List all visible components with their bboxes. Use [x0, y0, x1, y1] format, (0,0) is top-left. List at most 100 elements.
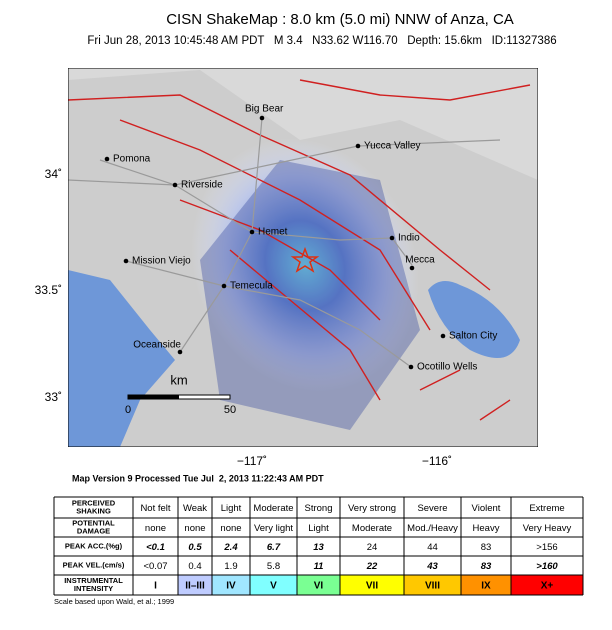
- cell: Light: [221, 503, 242, 514]
- cell: 83: [481, 561, 492, 572]
- cell: Heavy: [473, 523, 500, 534]
- row-label: INSTRUMENTAL: [64, 576, 123, 585]
- city-dot: [389, 235, 395, 241]
- lon-label: −117˚: [237, 454, 267, 468]
- cell: Violent: [472, 503, 501, 514]
- cell: 0.4: [188, 561, 201, 572]
- city-label: Riverside: [181, 180, 223, 191]
- cell: Strong: [305, 503, 333, 514]
- city-dot: [440, 333, 446, 339]
- scale-bar: km 0 50: [125, 372, 236, 415]
- cell: IX: [481, 581, 491, 592]
- city-dot: [355, 143, 361, 149]
- cell: Severe: [417, 503, 447, 514]
- row-label: PEAK VEL.(cm/s): [63, 560, 125, 569]
- city-label: Indio: [398, 233, 420, 244]
- cell: none: [184, 523, 205, 534]
- row-label: SHAKING: [76, 506, 111, 515]
- cell: 5.8: [267, 561, 280, 572]
- city-dot: [408, 364, 414, 370]
- cell: Light: [308, 523, 329, 534]
- intensity-color: [340, 575, 404, 595]
- city-label: Salton City: [449, 331, 497, 342]
- cell: <0.1: [146, 542, 165, 553]
- scale-tick: 0: [125, 404, 131, 416]
- footnote: Scale based upon Wald, et al.; 1999: [54, 597, 174, 606]
- cell: Not felt: [140, 503, 170, 514]
- lat-label: 33.5˚: [35, 283, 62, 297]
- cell: Very Heavy: [523, 523, 572, 534]
- cell: 6.7: [267, 542, 281, 553]
- title: CISN ShakeMap : 8.0 km (5.0 mi) NNW of A…: [166, 11, 514, 28]
- cell: II–III: [185, 581, 205, 592]
- intensity-color: [250, 575, 297, 595]
- city-dot: [172, 182, 178, 188]
- city-dot: [221, 283, 227, 289]
- row-label: POTENTIAL: [72, 518, 115, 527]
- cell: Very strong: [348, 503, 396, 514]
- city-label: Temecula: [230, 281, 273, 292]
- cell: 0.5: [188, 542, 202, 553]
- cell: none: [145, 523, 166, 534]
- cell: Moderate: [253, 503, 293, 514]
- city-dot: [104, 156, 110, 162]
- city-label: Hemet: [258, 227, 288, 238]
- cell: VI: [314, 581, 324, 592]
- cell: I: [154, 581, 157, 592]
- lat-label: 33˚: [45, 390, 62, 404]
- city-dot: [249, 229, 255, 235]
- cell: none: [220, 523, 241, 534]
- cell: 83: [481, 542, 492, 553]
- row-label: PERCEIVED: [72, 498, 116, 507]
- epicenter: [290, 246, 320, 273]
- intensity-color: [133, 575, 178, 595]
- city-label: Pomona: [113, 154, 151, 165]
- city-dot: [259, 115, 265, 121]
- cell: 44: [427, 542, 438, 553]
- cell: VII: [366, 581, 378, 592]
- intensity-color: [178, 575, 212, 595]
- row-label: INTENSITY: [74, 584, 113, 593]
- city-label: Mission Viejo: [132, 256, 191, 267]
- subtitle: Fri Jun 28, 2013 10:45:48 AM PDT M 3.4 N…: [87, 35, 556, 47]
- cell: 43: [426, 561, 438, 572]
- cell: VIII: [425, 581, 440, 592]
- cell: 24: [367, 542, 378, 553]
- cell: Mod./Heavy: [407, 523, 458, 534]
- cell: 13: [313, 542, 324, 553]
- cell: >160: [536, 561, 558, 572]
- lat-label: 34˚: [45, 167, 62, 181]
- scale-tick: 50: [224, 404, 236, 416]
- cell: 11: [314, 561, 324, 572]
- city-label: Big Bear: [245, 104, 284, 115]
- cell: <0.07: [143, 561, 167, 572]
- cell: Moderate: [352, 523, 392, 534]
- row-label: DAMAGE: [77, 526, 110, 535]
- intensity-color: [461, 575, 511, 595]
- city-label: Ocotillo Wells: [417, 362, 477, 373]
- city-dot: [177, 349, 183, 355]
- city-label: Mecca: [405, 255, 435, 266]
- cell: X+: [541, 581, 554, 592]
- scale-unit: km: [170, 372, 187, 387]
- cell: 1.9: [224, 561, 237, 572]
- intensity-color: [511, 575, 583, 595]
- cell: Very light: [254, 523, 293, 534]
- cell: IV: [226, 581, 236, 592]
- cell: >156: [536, 542, 557, 553]
- intensity-color: [212, 575, 250, 595]
- cell: Weak: [183, 503, 207, 514]
- intensity-color: [404, 575, 461, 595]
- city-dot: [123, 258, 129, 264]
- city-label: Oceanside: [133, 340, 181, 351]
- cell: 22: [366, 561, 378, 572]
- city-label: Yucca Valley: [364, 141, 421, 152]
- map: [68, 68, 538, 447]
- version: Map Version 9 Processed Tue Jul 2, 2013 …: [72, 473, 324, 483]
- cell: Extreme: [529, 503, 564, 514]
- cell: V: [270, 581, 277, 592]
- cell: 2.4: [223, 542, 238, 553]
- city-dot: [409, 265, 415, 271]
